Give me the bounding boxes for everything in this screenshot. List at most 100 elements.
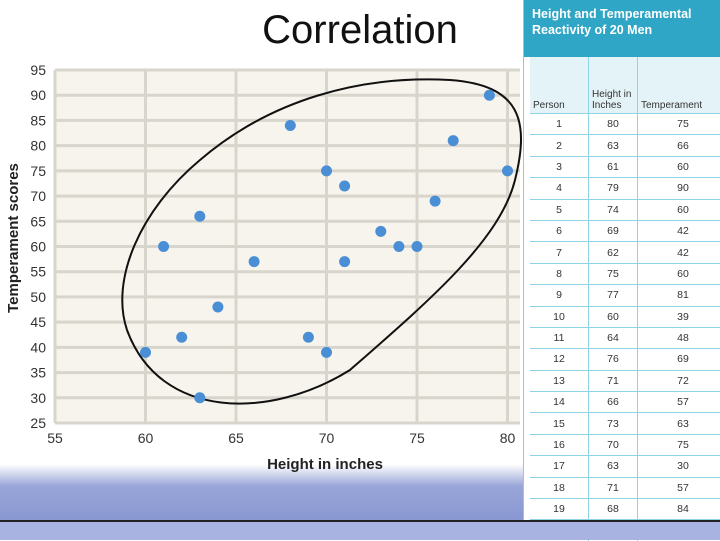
- data-point: [321, 347, 332, 358]
- cell-person: 18: [530, 477, 589, 498]
- data-point: [339, 256, 350, 267]
- cell-temperament: 90: [638, 178, 720, 199]
- cell-height: 64: [589, 327, 638, 348]
- column-header-person: Person: [530, 57, 589, 114]
- y-tick-label: 60: [30, 239, 46, 255]
- y-axis-title: Temperament scores: [5, 163, 22, 313]
- cell-temperament: 63: [638, 413, 720, 434]
- cell-height: 63: [589, 456, 638, 477]
- cell-temperament: 75: [638, 114, 720, 135]
- cell-person: 14: [530, 392, 589, 413]
- cell-temperament: 81: [638, 285, 720, 306]
- x-tick-label: 70: [319, 430, 335, 446]
- cell-height: 75: [589, 263, 638, 284]
- data-point: [176, 332, 187, 343]
- y-tick-label: 30: [30, 390, 46, 406]
- data-point: [285, 120, 296, 131]
- cell-person: 5: [530, 199, 589, 220]
- cell-temperament: 39: [638, 306, 720, 327]
- column-header-height: Height in Inches: [589, 57, 638, 114]
- data-point: [375, 226, 386, 237]
- slide-title: Correlation: [200, 8, 520, 53]
- data-point: [393, 241, 404, 252]
- cell-temperament: 69: [638, 349, 720, 370]
- data-point: [502, 165, 513, 176]
- cell-height: 66: [589, 392, 638, 413]
- cell-temperament: 48: [638, 327, 720, 348]
- x-tick-label: 60: [138, 430, 154, 446]
- y-tick-label: 70: [30, 188, 46, 204]
- cell-person: 2: [530, 135, 589, 156]
- data-point: [194, 392, 205, 403]
- cell-person: 11: [530, 327, 589, 348]
- x-tick-label: 65: [228, 430, 244, 446]
- cell-temperament: 84: [638, 499, 720, 520]
- cell-height: 60: [589, 306, 638, 327]
- cell-person: 1: [530, 114, 589, 135]
- cell-height: 77: [589, 285, 638, 306]
- cell-person: 6: [530, 220, 589, 241]
- cell-person: 13: [530, 370, 589, 391]
- cell-person: 7: [530, 242, 589, 263]
- column-header-temperament: Temperament: [638, 57, 720, 114]
- data-point: [412, 241, 423, 252]
- y-tick-label: 85: [30, 112, 46, 128]
- cell-temperament: 75: [638, 434, 720, 455]
- x-tick-label: 80: [500, 430, 516, 446]
- data-point: [448, 135, 459, 146]
- data-point: [212, 302, 223, 313]
- cell-person: 12: [530, 349, 589, 370]
- y-tick-label: 25: [30, 415, 46, 431]
- cell-height: 71: [589, 477, 638, 498]
- y-tick-label: 95: [30, 62, 46, 78]
- cell-height: 80: [589, 114, 638, 135]
- cell-temperament: 60: [638, 156, 720, 177]
- data-point: [430, 196, 441, 207]
- data-point: [303, 332, 314, 343]
- cell-height: 68: [589, 499, 638, 520]
- cell-temperament: 66: [638, 135, 720, 156]
- y-tick-label: 90: [30, 87, 46, 103]
- cell-person: 10: [530, 306, 589, 327]
- cell-temperament: 60: [638, 199, 720, 220]
- table-header-row: Person Height in Inches Temperament: [530, 57, 720, 114]
- cell-person: 15: [530, 413, 589, 434]
- cell-person: 16: [530, 434, 589, 455]
- cell-height: 73: [589, 413, 638, 434]
- cell-temperament: 57: [638, 477, 720, 498]
- cell-temperament: 42: [638, 242, 720, 263]
- cell-temperament: 30: [638, 456, 720, 477]
- y-tick-label: 35: [30, 365, 46, 381]
- slide-footer-bar: [0, 520, 720, 540]
- cell-height: 63: [589, 135, 638, 156]
- data-point: [140, 347, 151, 358]
- table-title: Height and Temperamental Reactivity of 2…: [524, 0, 720, 57]
- x-tick-label: 75: [409, 430, 425, 446]
- cell-person: 9: [530, 285, 589, 306]
- cell-height: 71: [589, 370, 638, 391]
- cell-person: 19: [530, 499, 589, 520]
- data-table-panel: Height and Temperamental Reactivity of 2…: [523, 0, 720, 540]
- cell-height: 74: [589, 199, 638, 220]
- data-point: [339, 180, 350, 191]
- cell-temperament: 60: [638, 263, 720, 284]
- cell-person: 3: [530, 156, 589, 177]
- y-tick-label: 80: [30, 138, 46, 154]
- cell-height: 79: [589, 178, 638, 199]
- data-point: [194, 211, 205, 222]
